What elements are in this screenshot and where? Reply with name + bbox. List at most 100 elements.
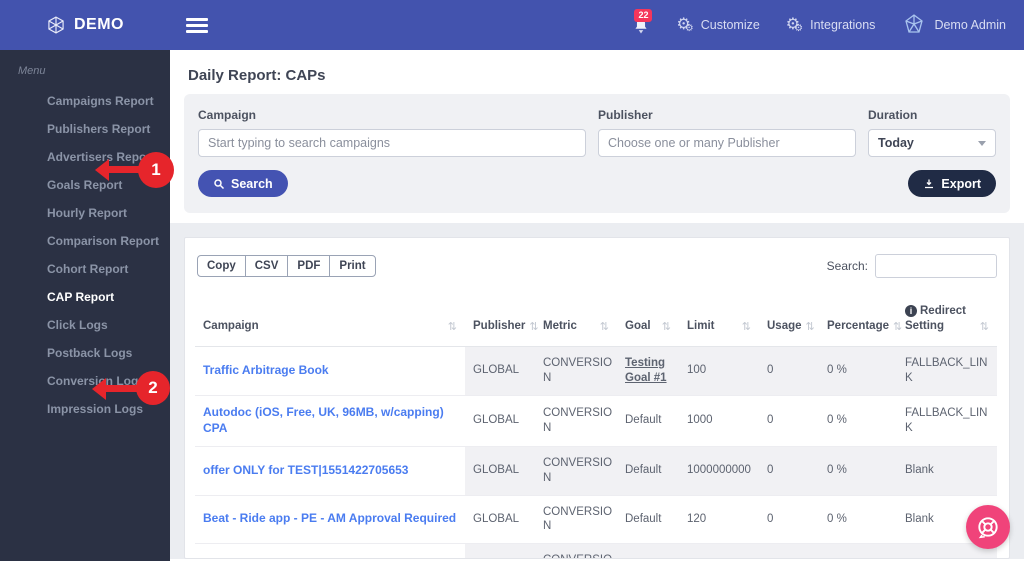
sidebar: Menu DashboardCampaigns‹ReportsCampaigns… bbox=[0, 50, 170, 561]
hexagon-logo-icon bbox=[46, 15, 66, 35]
publisher-select-input[interactable] bbox=[598, 129, 856, 157]
table-cell: CONVERSION bbox=[535, 495, 617, 545]
filter-panel: Campaign Publisher Duration Today Sear bbox=[184, 94, 1010, 213]
sidebar-item-publishers-report[interactable]: Publishers Report bbox=[0, 115, 170, 143]
campaign-link[interactable]: offer ONLY for TEST|1551422705653 bbox=[203, 462, 409, 477]
table-cell: 100 bbox=[679, 346, 759, 396]
table-section: Copy CSV PDF Print Search: Campaign ⇅ Publish… bbox=[170, 223, 1024, 559]
table-cell: GLOBAL bbox=[465, 446, 535, 496]
copy-button[interactable]: Copy bbox=[197, 255, 246, 277]
sidebar-item-advertisers-report[interactable]: Advertisers Report bbox=[0, 143, 170, 171]
customize-button[interactable]: ⚙ ⚙ Customize bbox=[676, 16, 759, 34]
duration-select[interactable]: Today bbox=[868, 129, 996, 157]
sidebar-item-label: Campaigns Report bbox=[47, 94, 154, 108]
table-cell: 0 bbox=[759, 495, 819, 545]
column-header-publisher[interactable]: Publisher ⇅ bbox=[465, 296, 539, 347]
sidebar-item-label: Impression Logs bbox=[47, 402, 144, 416]
column-header-redirect-setting[interactable]: i Redirect Setting ⇅ bbox=[897, 296, 997, 347]
table-cell: CONVERSION bbox=[535, 395, 617, 447]
step-number: 2 bbox=[136, 371, 170, 405]
column-header-usage[interactable]: Usage ⇅ bbox=[759, 296, 819, 347]
sidebar-item-label: Cohort Report bbox=[47, 262, 129, 276]
table-cell: Autodoc (iOS, Free, UK, 96MB, w/capping)… bbox=[195, 395, 465, 447]
column-header-limit[interactable]: Limit ⇅ bbox=[679, 296, 759, 347]
table-cell: GLOBAL bbox=[465, 495, 535, 545]
integrations-icon: ⚙ ⚙ bbox=[785, 14, 804, 34]
sidebar-item-impression-logs[interactable]: Impression Logs bbox=[0, 395, 170, 423]
notification-count-badge: 22 bbox=[634, 8, 653, 22]
sort-icon[interactable]: ⇅ bbox=[447, 319, 457, 333]
goal-link[interactable]: Testing Goal #1 bbox=[625, 356, 667, 384]
table-row: Traffic Arbitrage Book GLOBAL CONVERSION Te… bbox=[195, 346, 997, 396]
sidebar-item-label: Advertisers Report bbox=[47, 150, 156, 164]
campaign-link[interactable]: Beat - Ride app - PE - AM Approval Requi… bbox=[203, 511, 457, 526]
table-cell: 120 bbox=[679, 495, 759, 545]
table-cell: 0 % bbox=[819, 446, 897, 496]
column-header-percentage[interactable]: Percentage ⇅ bbox=[819, 296, 902, 347]
table-cell: 0 % bbox=[819, 495, 897, 545]
lifebuoy-icon bbox=[975, 514, 1001, 540]
help-chat-button[interactable] bbox=[966, 505, 1010, 549]
export-button-label: Export bbox=[941, 176, 981, 191]
campaign-link[interactable]: Autodoc (iOS, Free, UK, 96MB, w/capping)… bbox=[203, 404, 444, 435]
table-cell: Traffic Arbitrage Book bbox=[195, 346, 465, 396]
download-icon bbox=[923, 178, 935, 190]
search-button[interactable]: Search bbox=[198, 170, 288, 197]
brand[interactable]: DEMO bbox=[0, 15, 170, 35]
sidebar-item-label: Postback Logs bbox=[47, 346, 133, 360]
sidebar-item-comparison-report[interactable]: Comparison Report bbox=[0, 227, 170, 255]
campaign-search-input[interactable] bbox=[198, 129, 586, 157]
sidebar-item-postback-logs[interactable]: Postback Logs bbox=[0, 339, 170, 367]
column-header-metric[interactable]: Metric ⇅ bbox=[535, 296, 617, 347]
table-cell: offer ONLY for TEST|1551422705653 bbox=[195, 446, 465, 496]
print-button[interactable]: Print bbox=[329, 255, 376, 277]
notifications-button[interactable]: 22 bbox=[632, 8, 653, 39]
column-header-goal[interactable]: Goal ⇅ bbox=[617, 296, 679, 347]
integrations-button[interactable]: ⚙ ⚙ Integrations bbox=[786, 16, 876, 34]
pdf-button[interactable]: PDF bbox=[287, 255, 331, 277]
sidebar-item-hourly-report[interactable]: Hourly Report bbox=[0, 199, 170, 227]
user-menu[interactable]: Demo Admin bbox=[901, 12, 1006, 39]
arrow-shaft bbox=[104, 385, 140, 392]
table-cell: 1000000000 bbox=[679, 446, 759, 496]
table-row: West NOON IOS Feb 2019 APIGLOBALCONVERSI… bbox=[195, 543, 997, 558]
column-header-campaign[interactable]: Campaign ⇅ bbox=[195, 296, 465, 347]
user-name: Demo Admin bbox=[934, 18, 1006, 32]
table-search-label: Search: bbox=[826, 259, 868, 273]
sidebar-item-campaigns-report[interactable]: Campaigns Report bbox=[0, 87, 170, 115]
sidebar-item-cohort-report[interactable]: Cohort Report bbox=[0, 255, 170, 283]
sort-icon[interactable]: ⇅ bbox=[529, 319, 539, 333]
publisher-filter-label: Publisher bbox=[598, 108, 653, 122]
column-label: i Redirect Setting bbox=[905, 305, 967, 332]
export-button[interactable]: Export bbox=[908, 170, 996, 197]
search-icon bbox=[213, 178, 225, 190]
sort-icon[interactable]: ⇅ bbox=[599, 319, 609, 333]
campaign-link[interactable]: Traffic Arbitrage Book bbox=[203, 362, 329, 377]
sort-icon[interactable]: ⇅ bbox=[979, 319, 989, 333]
sort-icon[interactable]: ⇅ bbox=[741, 319, 751, 333]
sidebar-item-click-logs[interactable]: Click Logs bbox=[0, 311, 170, 339]
info-icon: i bbox=[905, 305, 917, 317]
chevron-down-icon bbox=[978, 140, 986, 146]
table-cell: FALLBACK_LINK bbox=[897, 395, 997, 447]
sidebar-item-cap-report[interactable]: CAP Report bbox=[0, 283, 170, 311]
sidebar-toggle-button[interactable] bbox=[186, 15, 208, 36]
table-cell: GLOBAL bbox=[465, 395, 535, 447]
sidebar-item-goals-report[interactable]: Goals Report bbox=[0, 171, 170, 199]
table-cell: Blank bbox=[897, 446, 997, 496]
sort-icon[interactable]: ⇅ bbox=[661, 319, 671, 333]
table-export-buttons: Copy CSV PDF Print bbox=[197, 255, 376, 277]
table-search-input[interactable] bbox=[875, 254, 997, 278]
page-title: Daily Report: CAPs bbox=[188, 67, 326, 84]
csv-button[interactable]: CSV bbox=[244, 255, 289, 277]
sort-icon[interactable]: ⇅ bbox=[893, 319, 903, 333]
sidebar-item-label: Publishers Report bbox=[47, 122, 151, 136]
step-number: 1 bbox=[138, 152, 174, 188]
sidebar-item-label: Comparison Report bbox=[47, 234, 160, 248]
column-label: Limit bbox=[687, 319, 715, 332]
column-label: Usage bbox=[767, 319, 802, 332]
table-cell: 0 % bbox=[819, 543, 897, 558]
user-avatar-icon bbox=[901, 12, 927, 39]
column-label: Metric bbox=[543, 319, 577, 332]
sort-icon[interactable]: ⇅ bbox=[805, 319, 815, 333]
